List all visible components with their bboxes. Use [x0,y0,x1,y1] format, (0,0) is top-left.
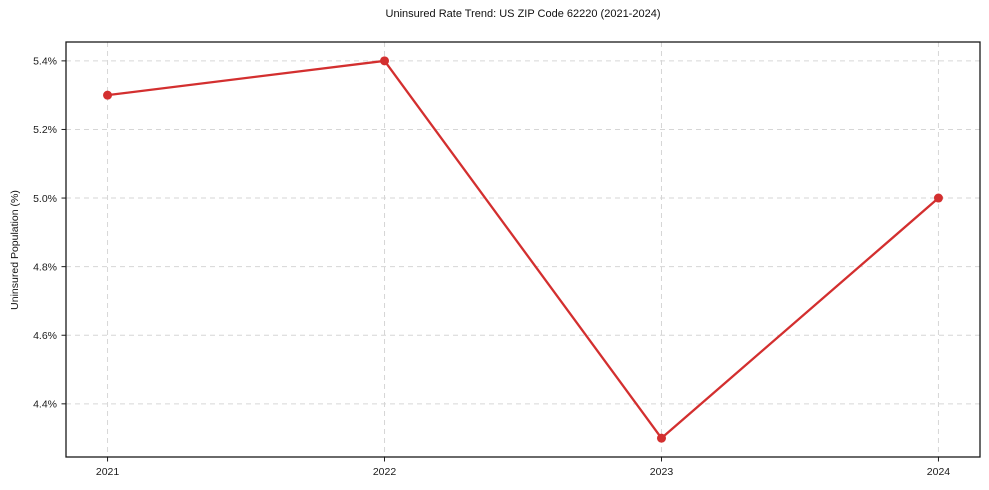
y-tick-label: 5.0% [33,193,57,205]
data-point-marker [380,56,390,66]
plot-border [65,41,981,458]
x-tick-label: 2022 [373,466,397,478]
y-tick-label: 5.4% [33,56,57,68]
data-point-marker [933,193,943,203]
x-tick-label: 2021 [96,466,120,478]
y-tick-label: 5.2% [33,124,57,136]
y-tick-label: 4.6% [33,330,57,342]
data-point-marker [656,433,666,443]
trend-line [106,59,940,440]
data-point-marker [103,90,113,100]
chart-title: Uninsured Rate Trend: US ZIP Code 62220 … [385,8,661,20]
x-tick-label: 2023 [650,466,674,478]
y-tick-label: 4.8% [33,261,57,273]
y-tick-label: 4.4% [33,399,57,411]
x-tick-label: 2024 [927,466,951,478]
